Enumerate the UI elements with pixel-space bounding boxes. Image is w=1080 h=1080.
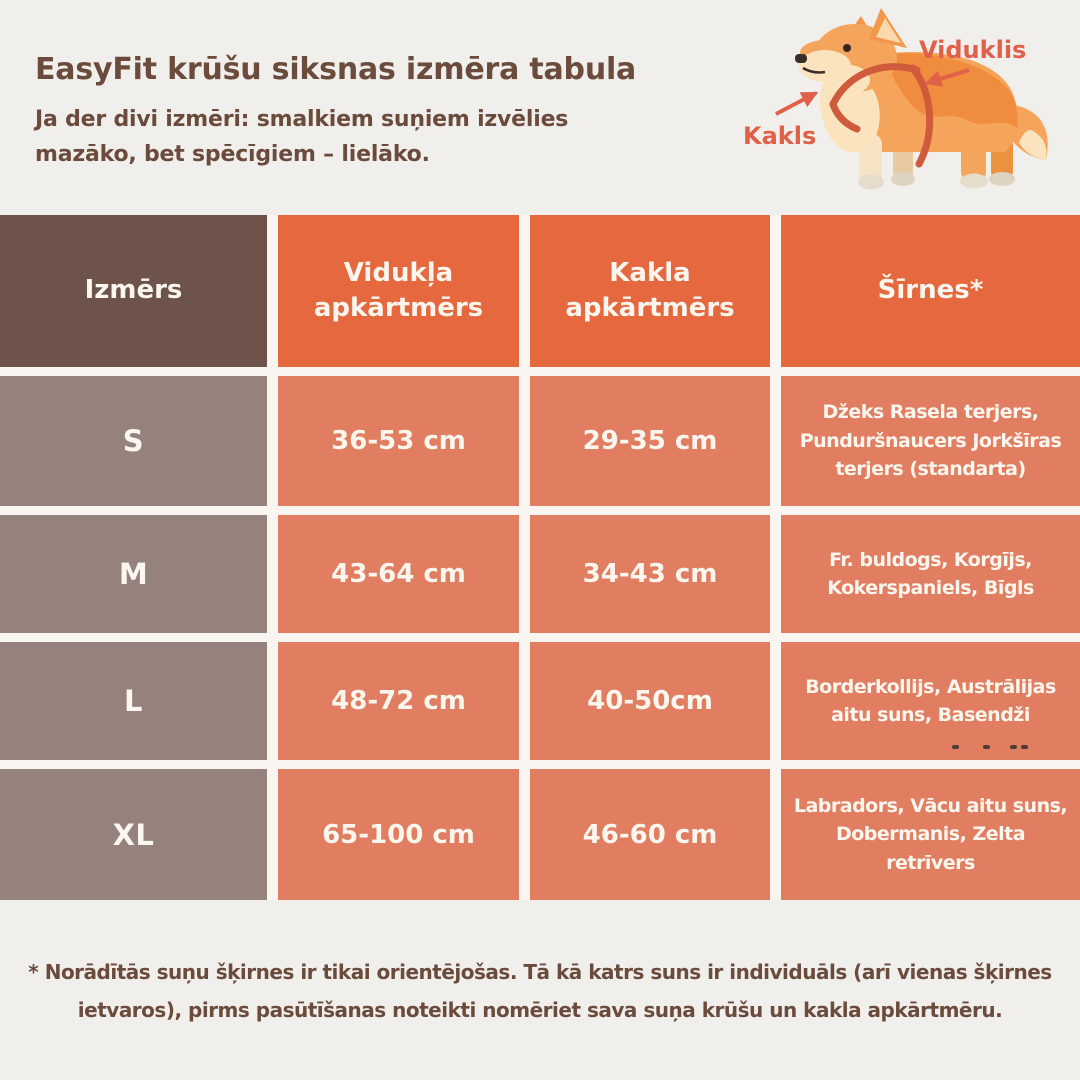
waist-cell-l: 48-72 cm [278,642,519,760]
col-header-neck: Kakla apkārtmērs [530,215,770,367]
size-cell-xl: XL [0,769,267,900]
col-header-waist: Vidukļa apkārtmērs [278,215,519,367]
neck-cell-xl: 46-60 cm [530,769,770,900]
eye [843,44,851,52]
page-subtitle: Ja der divi izmēri: smalkiem suņiem izvē… [35,102,568,172]
neck-cell-l: 40-50cm [530,642,770,760]
neck-cell-m: 34-43 cm [530,515,770,633]
harness-waist-strap [909,64,934,168]
breeds-cell-xl: Labradors, Vācu aitu suns, Dobermanis, Z… [781,769,1080,900]
size-table: Izmērs Vidukļa apkārtmērs Kakla apkārtmē… [0,215,1080,900]
waist-cell-s: 36-53 cm [278,376,519,506]
subtitle-line-1: Ja der divi izmēri: smalkiem suņiem izvē… [35,107,569,132]
breeds-cell-l: Borderkollijs, Austrālijas aitu suns, Ba… [781,642,1080,760]
col-header-breeds: Šīrnes* [781,215,1080,367]
neck-cell-s: 29-35 cm [530,376,770,506]
subtitle-line-2: mazāko, bet spēcīgiem – lielāko. [35,142,430,167]
neck-label: Kakls [743,122,816,150]
harness-chest-strap [829,100,861,133]
neck-arrow [775,91,819,116]
corgi-harness-illustration: Kakls Viduklis [743,8,1048,190]
size-cell-l: L [0,642,267,760]
waist-arrow [924,68,970,87]
size-cell-s: S [0,376,267,506]
waist-cell-xl: 65-100 cm [278,769,519,900]
footer-note: * Norādītās suņu šķirnes ir tikai orient… [28,960,1052,1022]
size-cell-m: M [0,515,267,633]
nose [795,54,807,63]
waist-label: Viduklis [919,36,1026,64]
harness [829,63,934,168]
waist-cell-m: 43-64 cm [278,515,519,633]
breeds-cell-m: Fr. buldogs, Korgījs, Kokerspaniels, Bīg… [781,515,1080,633]
breeds-cell-s: Džeks Rasela terjers, Punduršnaucers Jor… [781,376,1080,506]
clipped-text-artifact [952,745,1032,750]
page-title: EasyFit krūšu siksnas izmēra tabula [35,52,637,87]
col-header-size: Izmērs [0,215,267,367]
harness-neck-strap [829,63,921,108]
